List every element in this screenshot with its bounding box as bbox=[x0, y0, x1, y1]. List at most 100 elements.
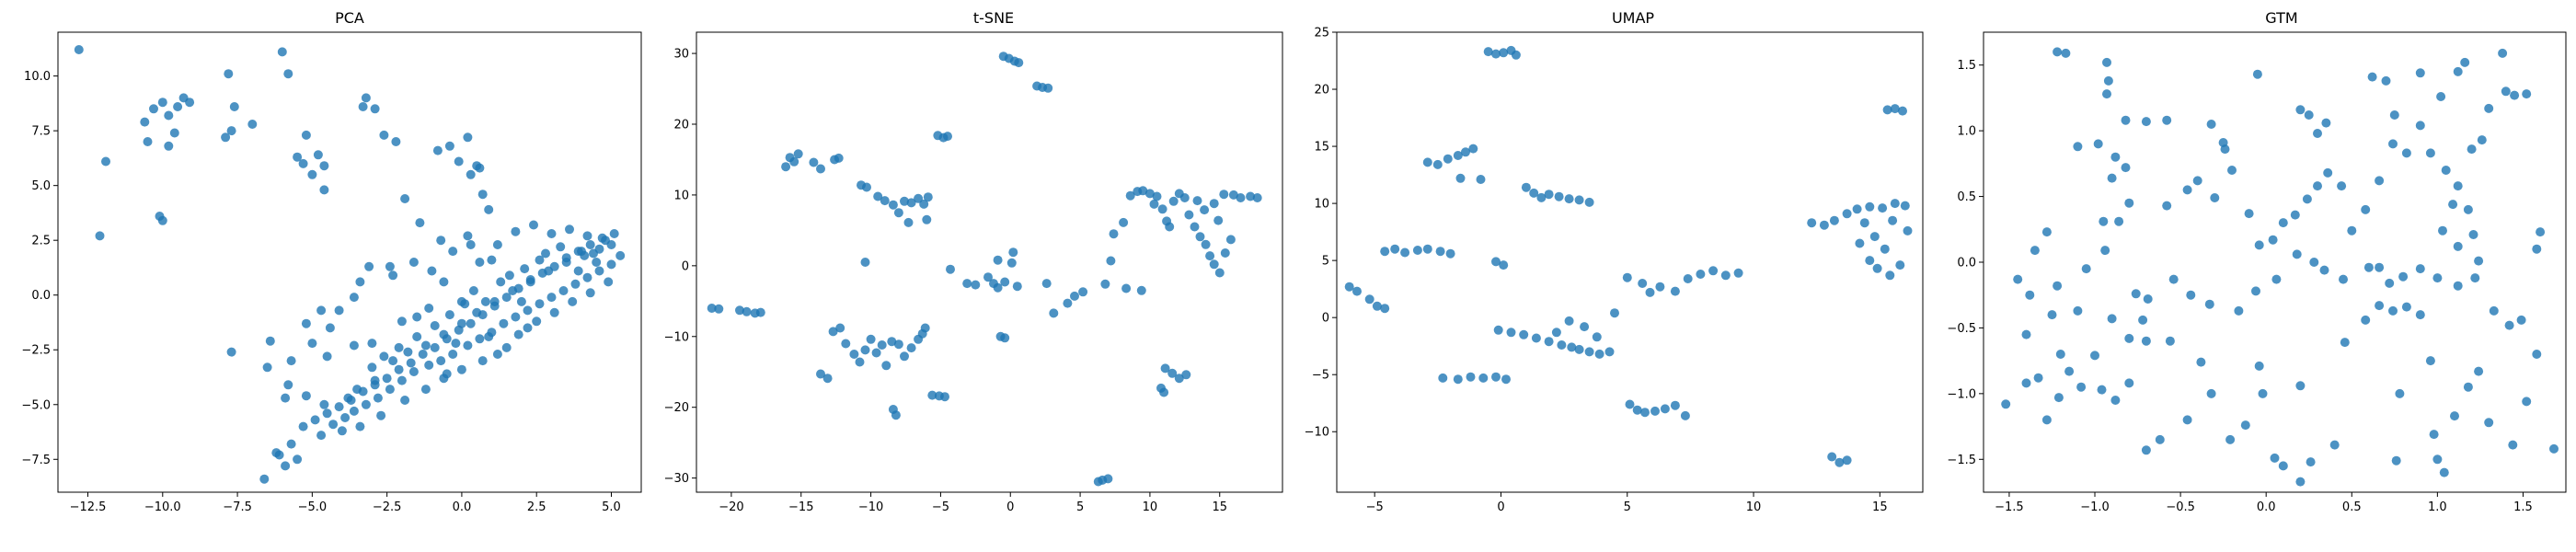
tsne-point-31 bbox=[860, 258, 870, 267]
gtm-point-20 bbox=[2436, 92, 2446, 101]
tsne-point-106 bbox=[1225, 235, 1236, 245]
gtm-x-tick-label-6: 1.5 bbox=[2513, 500, 2533, 514]
gtm-point-134 bbox=[2388, 305, 2398, 316]
pca-point-21 bbox=[283, 69, 293, 79]
pca-point-199 bbox=[388, 270, 398, 281]
gtm-point-62 bbox=[2467, 144, 2477, 155]
tsne-point-42 bbox=[993, 255, 1003, 265]
umap-point-78 bbox=[1852, 204, 1862, 214]
gtm-point-15 bbox=[2313, 129, 2322, 138]
pca-panel-title: PCA bbox=[335, 9, 364, 27]
gtm-point-138 bbox=[2429, 430, 2439, 440]
umap-point-43 bbox=[1519, 329, 1529, 339]
pca-point-145 bbox=[546, 229, 557, 238]
tsne-point-71 bbox=[906, 343, 916, 353]
gtm-point-101 bbox=[2504, 320, 2514, 330]
umap-point-2 bbox=[1499, 48, 1509, 58]
pca-point-175 bbox=[568, 296, 578, 306]
umap-y-tick-label-6: 20 bbox=[1314, 84, 1329, 98]
gtm-point-43 bbox=[2268, 235, 2278, 245]
tsne-x-tick-label-6: 10 bbox=[1143, 500, 1158, 514]
gtm-point-82 bbox=[2168, 274, 2179, 284]
gtm-point-87 bbox=[2271, 274, 2282, 284]
pca-y-tick-label-4: 2.5 bbox=[31, 235, 51, 248]
gtm-y-tick-label-0: −1.5 bbox=[1947, 454, 1976, 467]
pca-point-156 bbox=[460, 299, 470, 309]
pca-y-tick-label-0: −7.5 bbox=[21, 454, 51, 467]
gtm-point-40 bbox=[2227, 166, 2237, 175]
pca-point-73 bbox=[293, 454, 303, 465]
gtm-point-151 bbox=[2295, 381, 2306, 391]
pca-point-75 bbox=[328, 420, 339, 430]
tsne-point-6 bbox=[1043, 83, 1053, 93]
pca-points bbox=[74, 45, 626, 484]
umap-point-13 bbox=[1521, 182, 1531, 192]
gtm-point-110 bbox=[2053, 393, 2064, 403]
tsne-point-109 bbox=[1219, 190, 1229, 200]
pca-point-84 bbox=[436, 356, 446, 366]
gtm-point-153 bbox=[2055, 350, 2065, 359]
pca-point-27 bbox=[301, 130, 311, 140]
pca-point-42 bbox=[454, 156, 464, 167]
umap-point-77 bbox=[1842, 209, 1852, 219]
umap-point-75 bbox=[1819, 220, 1829, 230]
pca-point-40 bbox=[484, 204, 494, 214]
pca-point-96 bbox=[582, 272, 592, 282]
pca-point-181 bbox=[397, 316, 407, 327]
gtm-point-68 bbox=[2030, 246, 2040, 256]
umap-point-41 bbox=[1493, 325, 1503, 335]
gtm-point-80 bbox=[2124, 333, 2134, 343]
pca-y-tick-label-2: −2.5 bbox=[21, 344, 51, 358]
gtm-y-tick-label-6: 1.5 bbox=[1957, 59, 1976, 73]
gtm-point-142 bbox=[2463, 382, 2473, 392]
gtm-point-53 bbox=[2388, 139, 2398, 149]
pca-point-3 bbox=[140, 117, 150, 127]
pca-point-82 bbox=[408, 367, 419, 376]
gtm-point-31 bbox=[2121, 163, 2131, 173]
umap-point-71 bbox=[1660, 404, 1670, 414]
pca-point-85 bbox=[448, 350, 458, 359]
pca-point-179 bbox=[325, 323, 335, 333]
tsne-point-105 bbox=[1220, 248, 1230, 258]
gtm-point-92 bbox=[2363, 262, 2374, 272]
gtm-point-34 bbox=[2114, 216, 2124, 226]
pca-point-118 bbox=[489, 301, 500, 311]
pca-point-12 bbox=[157, 215, 167, 225]
umap-point-22 bbox=[1390, 244, 1400, 254]
gtm-point-49 bbox=[2337, 181, 2347, 191]
tsne-point-121 bbox=[1136, 285, 1146, 295]
gtm-point-8 bbox=[2206, 120, 2216, 129]
umap-point-19 bbox=[1574, 195, 1584, 205]
tsne-x-tick-label-0: −20 bbox=[719, 500, 743, 514]
umap-point-69 bbox=[1640, 408, 1650, 418]
gtm-point-128 bbox=[2295, 477, 2306, 487]
umap-point-18 bbox=[1564, 194, 1574, 204]
pca-point-149 bbox=[615, 250, 626, 260]
pca-point-18 bbox=[221, 132, 231, 143]
pca-point-39 bbox=[477, 190, 488, 200]
gtm-point-51 bbox=[2361, 204, 2371, 214]
gtm-point-93 bbox=[2375, 262, 2385, 272]
pca-x-axis: −12.5 −10.0 −7.5 −5.0 −2.5 0.0 2.5 5.0 bbox=[70, 492, 621, 514]
pca-point-197 bbox=[535, 255, 545, 265]
tsne-point-90 bbox=[1144, 189, 1155, 199]
pca-point-26 bbox=[319, 185, 329, 195]
umap-point-55 bbox=[1592, 332, 1602, 342]
tsne-point-95 bbox=[1168, 196, 1179, 206]
tsne-point-99 bbox=[1190, 222, 1200, 232]
tsne-y-axis: −30 −20 −10 0 10 20 30 bbox=[664, 48, 696, 486]
tsne-point-22 bbox=[888, 200, 898, 210]
pca-point-28 bbox=[319, 161, 329, 171]
pca-point-89 bbox=[499, 318, 509, 328]
gtm-point-124 bbox=[2254, 361, 2264, 371]
gtm-point-97 bbox=[2432, 273, 2443, 283]
umap-point-79 bbox=[1865, 201, 1875, 212]
gtm-point-24 bbox=[2501, 86, 2511, 97]
umap-point-26 bbox=[1435, 247, 1445, 257]
pca-point-48 bbox=[448, 247, 458, 257]
pca-x-tick-label-5: 0.0 bbox=[453, 500, 472, 514]
gtm-point-95 bbox=[2398, 271, 2409, 282]
pca-point-95 bbox=[570, 279, 581, 289]
umap-point-67 bbox=[1625, 399, 1635, 409]
